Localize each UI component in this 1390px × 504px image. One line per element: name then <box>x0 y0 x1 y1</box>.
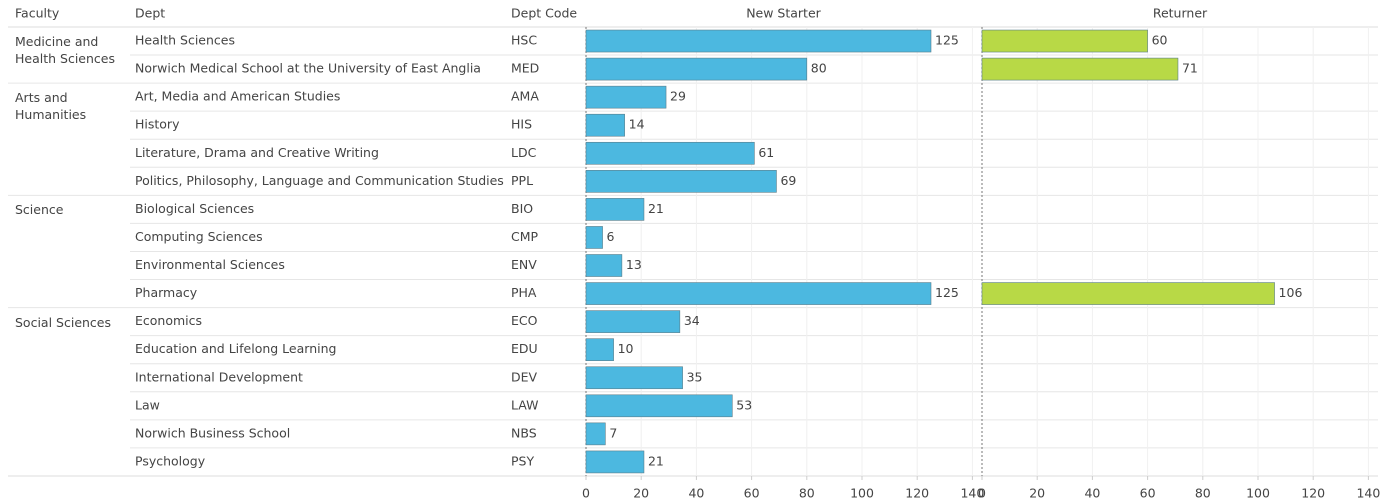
value-label: 71 <box>1182 61 1198 76</box>
panel-header: Returner <box>1153 6 1208 21</box>
x-tick-label: 20 <box>633 485 649 500</box>
x-tick-label: 0 <box>978 485 986 500</box>
x-tick-label: 100 <box>850 485 874 500</box>
dept-label: Pharmacy <box>135 285 198 300</box>
faculty-header: Faculty <box>15 6 60 21</box>
value-label: 125 <box>935 285 959 300</box>
bar <box>981 57 1179 81</box>
dept-label: Norwich Business School <box>135 425 290 440</box>
x-tick-label: 80 <box>1195 485 1211 500</box>
x-tick-label: 100 <box>1246 485 1270 500</box>
x-tick-label: 80 <box>799 485 815 500</box>
code-label: PPL <box>511 173 533 188</box>
value-label: 60 <box>1152 33 1168 48</box>
faculty-label: Science <box>15 202 64 218</box>
code-label: ENV <box>511 257 537 272</box>
dept-label: Computing Sciences <box>135 229 263 244</box>
code-label: ECO <box>511 313 538 328</box>
code-label: HIS <box>511 117 532 132</box>
x-tick-label: 40 <box>1084 485 1100 500</box>
value-label: 14 <box>629 117 645 132</box>
panel-header: New Starter <box>746 6 821 21</box>
x-tick-label: 120 <box>905 485 929 500</box>
code-label: EDU <box>511 341 538 356</box>
dept-header: Dept <box>135 6 165 21</box>
bar <box>585 450 645 474</box>
value-label: 29 <box>670 89 686 104</box>
code-label: LAW <box>511 397 538 412</box>
bar <box>585 422 606 446</box>
faculty-label: Arts and Humanities <box>15 90 87 123</box>
bar <box>585 198 645 221</box>
dept-label: Art, Media and American Studies <box>135 89 340 104</box>
dept-label: Law <box>135 397 160 412</box>
code-label: PHA <box>511 285 537 300</box>
bar <box>585 226 603 249</box>
x-tick-label: 60 <box>1140 485 1156 500</box>
value-label: 125 <box>935 33 959 48</box>
x-tick-label: 40 <box>688 485 704 500</box>
dept-label: International Development <box>135 369 303 384</box>
faculty-label: Medicine and Health Sciences <box>15 34 115 66</box>
bar <box>981 29 1148 53</box>
dept-label: Biological Sciences <box>135 201 254 216</box>
x-tick-label: 20 <box>1029 485 1045 500</box>
dept-label: Education and Lifelong Learning <box>135 341 336 356</box>
x-tick-label: 140 <box>960 485 984 500</box>
value-label: 53 <box>736 397 752 412</box>
bar <box>585 141 755 165</box>
value-label: 6 <box>607 229 615 244</box>
code-header: Dept Code <box>511 6 577 21</box>
value-label: 69 <box>780 173 796 188</box>
bar <box>585 29 932 53</box>
x-tick-label: 0 <box>582 485 590 500</box>
code-label: HSC <box>511 33 537 48</box>
dept-label: Health Sciences <box>135 33 235 48</box>
bar <box>585 310 681 333</box>
dept-label: Politics, Philosophy, Language and Commu… <box>135 173 504 188</box>
value-label: 10 <box>618 341 634 356</box>
dept-label: Literature, Drama and Creative Writing <box>135 145 379 160</box>
code-label: LDC <box>511 145 537 160</box>
bar <box>585 338 614 361</box>
dept-label: History <box>135 117 180 132</box>
bar <box>585 366 683 390</box>
value-label: 34 <box>684 313 700 328</box>
value-label: 21 <box>648 453 664 468</box>
value-label: 35 <box>687 369 703 384</box>
code-label: BIO <box>511 201 533 216</box>
dept-label: Environmental Sciences <box>135 257 285 272</box>
code-label: NBS <box>511 425 537 440</box>
faculty-label: Social Sciences <box>15 314 112 330</box>
bar <box>585 57 808 81</box>
x-tick-label: 120 <box>1301 485 1325 500</box>
code-label: DEV <box>511 369 538 384</box>
bar <box>585 113 625 137</box>
bar <box>585 85 667 109</box>
code-label: AMA <box>511 89 539 104</box>
bar <box>585 282 932 305</box>
value-label: 61 <box>758 145 774 160</box>
code-label: MED <box>511 61 539 76</box>
dept-label: Economics <box>135 313 202 328</box>
dept-label: Norwich Medical School at the University… <box>135 61 481 76</box>
dept-label: Psychology <box>135 453 206 468</box>
value-label: 21 <box>648 201 664 216</box>
x-tick-label: 60 <box>744 485 760 500</box>
x-tick-label: 140 <box>1356 485 1380 500</box>
value-label: 13 <box>626 257 642 272</box>
value-label: 80 <box>811 61 827 76</box>
value-label: 106 <box>1279 285 1303 300</box>
bar <box>585 254 623 277</box>
code-label: PSY <box>511 453 534 468</box>
bar <box>585 394 733 418</box>
bar <box>981 282 1275 305</box>
code-label: CMP <box>511 229 539 244</box>
bar <box>585 170 777 193</box>
value-label: 7 <box>609 425 617 440</box>
